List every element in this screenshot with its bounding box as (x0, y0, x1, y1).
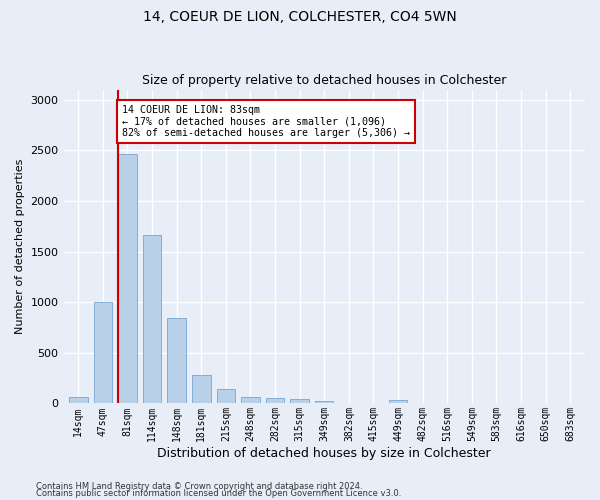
Text: 14 COEUR DE LION: 83sqm
← 17% of detached houses are smaller (1,096)
82% of semi: 14 COEUR DE LION: 83sqm ← 17% of detache… (122, 104, 410, 138)
Bar (94, 302, 112, 404)
Bar (118, 154, 137, 404)
Bar (143, 236, 161, 404)
Bar (290, 399, 309, 404)
X-axis label: Distribution of detached houses by size in Colchester: Distribution of detached houses by size … (157, 447, 491, 460)
Bar (315, 401, 334, 404)
Bar (192, 374, 211, 404)
Bar (241, 398, 260, 404)
Text: 14, COEUR DE LION, COLCHESTER, CO4 5WN: 14, COEUR DE LION, COLCHESTER, CO4 5WN (143, 10, 457, 24)
Bar (167, 318, 186, 404)
Bar (69, 398, 88, 404)
Title: Size of property relative to detached houses in Colchester: Size of property relative to detached ho… (142, 74, 506, 87)
Y-axis label: Number of detached properties: Number of detached properties (15, 159, 25, 334)
Text: Contains public sector information licensed under the Open Government Licence v3: Contains public sector information licen… (36, 489, 401, 498)
Bar (266, 398, 284, 404)
Bar (389, 400, 407, 404)
Bar (217, 388, 235, 404)
Text: Contains HM Land Registry data © Crown copyright and database right 2024.: Contains HM Land Registry data © Crown c… (36, 482, 362, 491)
